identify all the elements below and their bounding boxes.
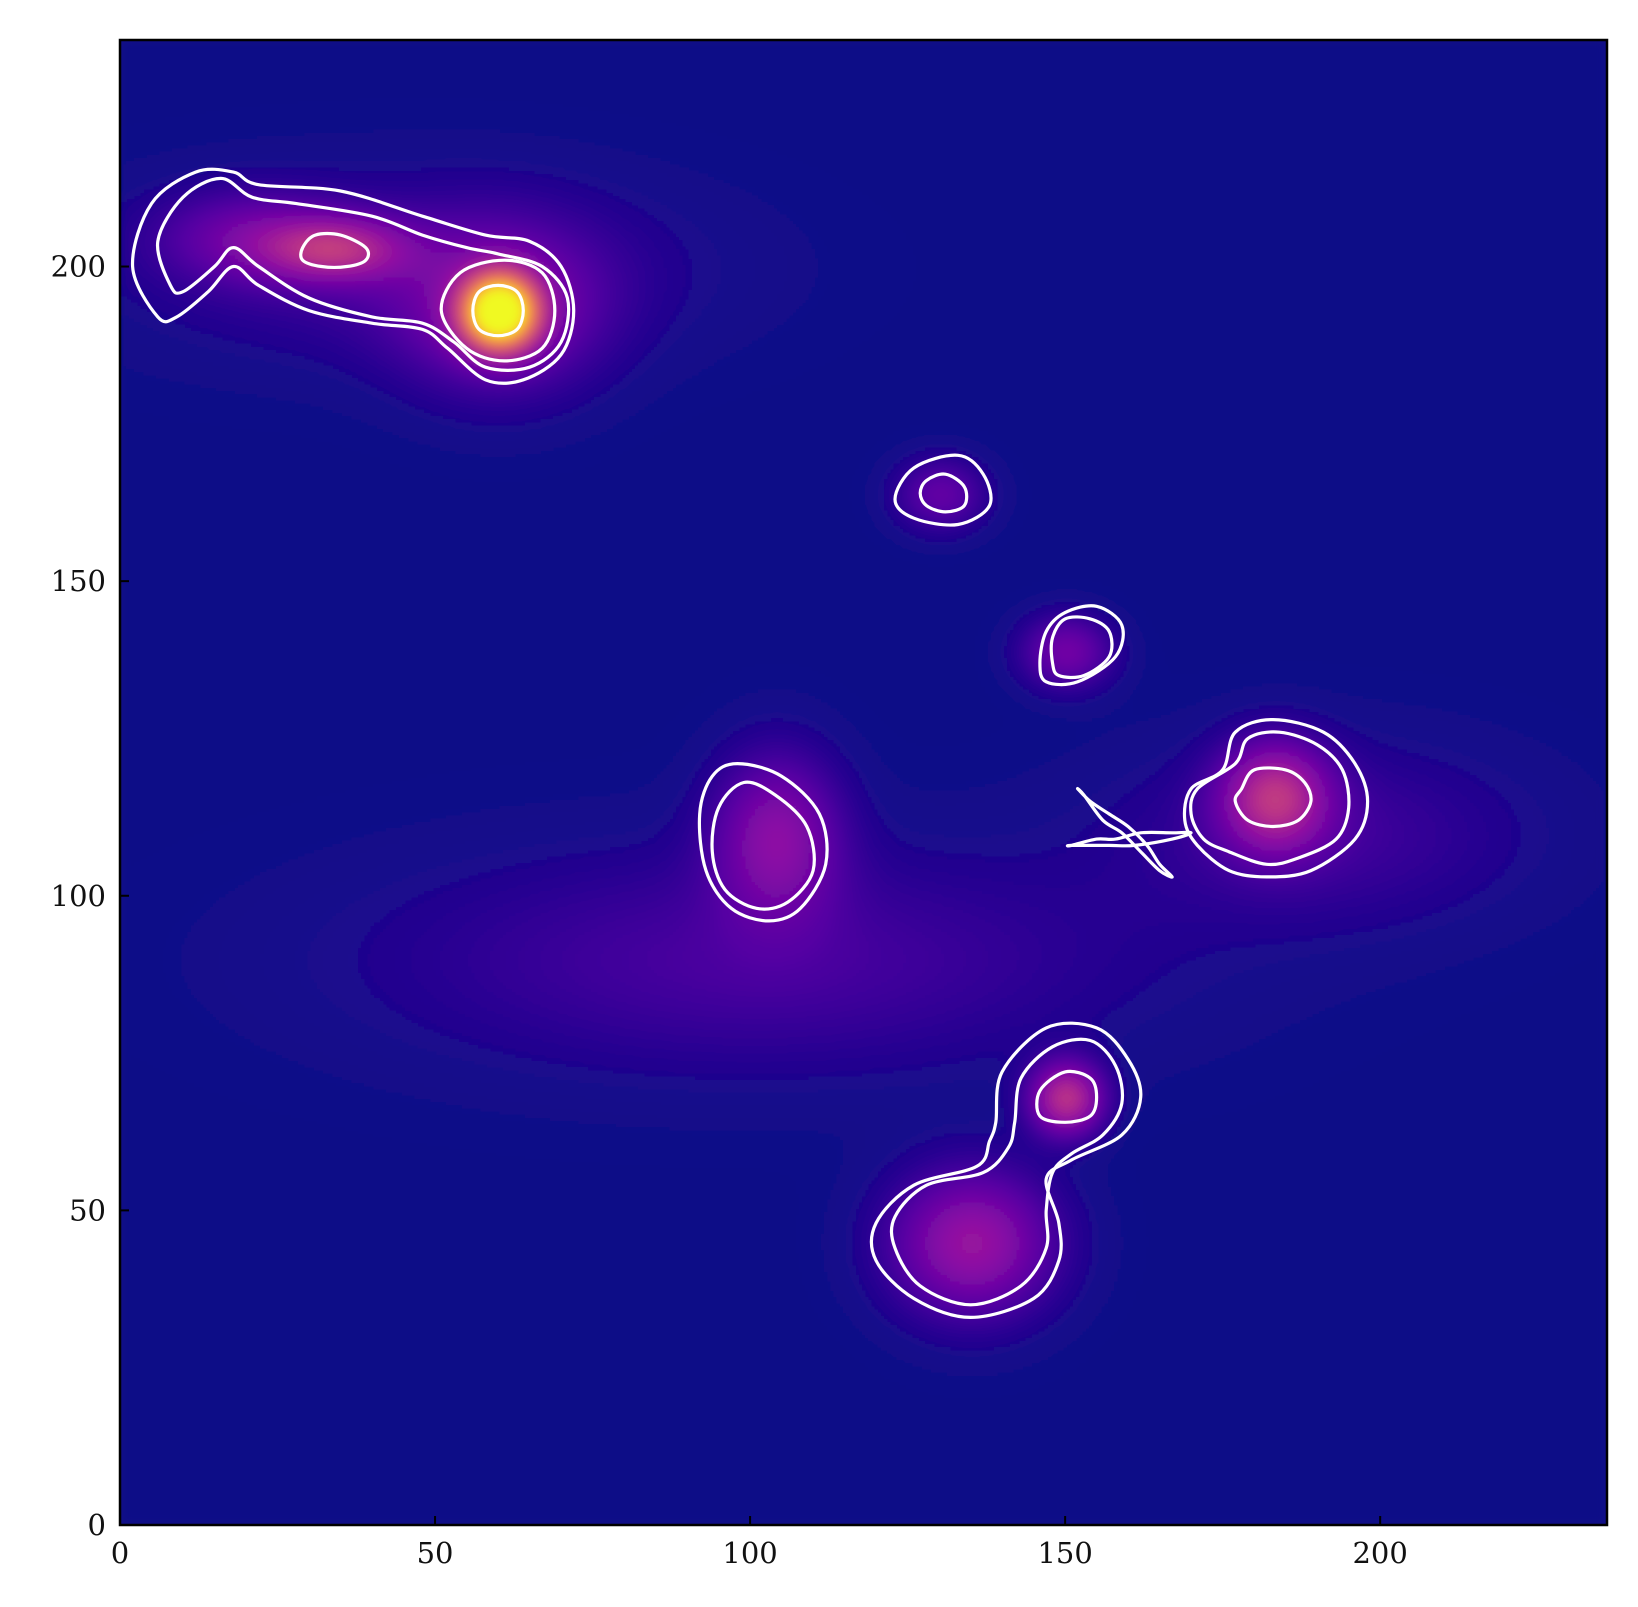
contour-top-left-middle (155, 176, 571, 372)
x-tick-label: 100 (722, 1536, 777, 1570)
contour-right-large-inner (1233, 766, 1313, 829)
axes: 0 50 100 150 200 0 50 100 150 200 (51, 250, 1408, 1570)
x-tick-label: 50 (417, 1536, 454, 1570)
contour-right-large-outer (1182, 718, 1370, 879)
contour-right-large-middle (1189, 730, 1351, 867)
contour-top-left-core (471, 283, 525, 338)
y-tick-label: 100 (51, 879, 106, 913)
contour-right-filament (1065, 830, 1193, 848)
x-tick-label: 150 (1037, 1536, 1092, 1570)
plot-frame (118, 38, 1609, 1527)
x-tick-label: 200 (1352, 1536, 1407, 1570)
contour-top-left-inner-b (439, 258, 557, 363)
heatmap-image (120, 40, 1607, 1525)
contour-top-left-outer (130, 167, 576, 385)
contour-top-left-inner-a (299, 231, 371, 269)
y-tick-label: 200 (51, 250, 106, 284)
contour-mid-outer (893, 453, 993, 527)
heatmap-area (120, 40, 1607, 1525)
contour-right-filament-branch (1075, 786, 1174, 879)
contour-center-left-outer (697, 762, 829, 923)
contour-bottom-inner (1035, 1069, 1099, 1124)
contour-center-left-inner (710, 780, 816, 911)
contour-right-small-inner (1049, 615, 1114, 680)
contour-mid-inner (918, 472, 969, 514)
y-tick-label: 0 (88, 1508, 106, 1542)
y-tick-label: 50 (69, 1193, 106, 1227)
contour-right-small-outer (1038, 604, 1125, 687)
x-tick-label: 0 (111, 1536, 129, 1570)
heatmap-emission (120, 40, 1607, 1525)
contour-bottom-outer (869, 1021, 1143, 1319)
contour-lines (130, 167, 1370, 1319)
contour-bottom-middle (889, 1037, 1125, 1307)
y-tick-label: 150 (51, 564, 106, 598)
